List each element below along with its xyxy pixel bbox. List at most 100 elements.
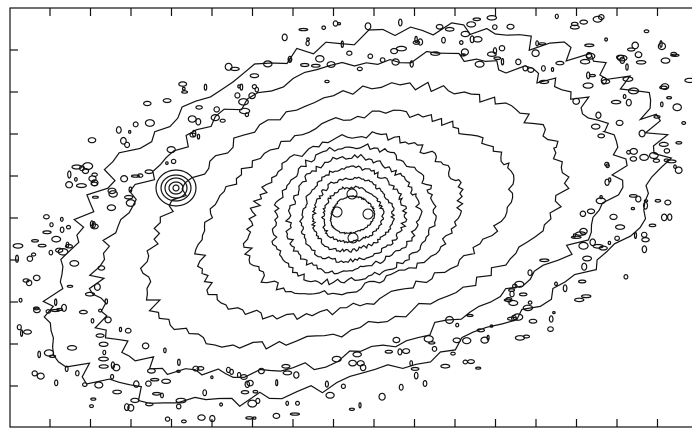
blob xyxy=(98,356,109,362)
blob xyxy=(298,27,309,32)
blob xyxy=(659,40,663,48)
blob xyxy=(324,79,330,84)
blob xyxy=(675,141,683,145)
blob xyxy=(579,227,588,235)
blob xyxy=(458,39,464,45)
blob xyxy=(653,114,661,119)
blob xyxy=(660,83,670,91)
blob xyxy=(615,119,624,127)
blob xyxy=(37,350,42,359)
blob xyxy=(527,300,533,305)
contour xyxy=(298,165,408,264)
blob xyxy=(285,400,290,406)
blob xyxy=(281,33,288,42)
blob xyxy=(144,119,155,127)
blob xyxy=(391,58,400,66)
blob xyxy=(130,397,140,404)
blob xyxy=(595,197,607,205)
blob xyxy=(623,273,629,280)
blob xyxy=(535,40,539,47)
blob xyxy=(82,382,88,388)
blob xyxy=(300,62,310,68)
blob xyxy=(203,83,208,91)
blob xyxy=(248,92,256,100)
blob xyxy=(467,359,476,365)
blob xyxy=(592,243,604,249)
blob xyxy=(67,170,72,179)
blob xyxy=(538,79,550,85)
blob xyxy=(59,226,65,234)
blob xyxy=(210,375,214,380)
blob xyxy=(548,315,554,323)
blob xyxy=(145,380,152,387)
blob xyxy=(192,365,200,372)
blob xyxy=(412,40,421,45)
blob xyxy=(123,194,134,200)
blob xyxy=(176,369,181,373)
blob xyxy=(295,400,301,406)
blob xyxy=(31,370,38,377)
blob xyxy=(359,363,367,372)
blob xyxy=(570,21,579,27)
blob xyxy=(65,180,74,189)
blob xyxy=(98,364,109,369)
blob xyxy=(562,284,568,293)
blob xyxy=(579,210,587,218)
blob xyxy=(607,240,612,246)
blob xyxy=(71,164,82,170)
blob xyxy=(660,213,668,222)
blob xyxy=(674,166,683,175)
blob xyxy=(422,380,428,388)
blob xyxy=(164,416,171,422)
blob xyxy=(348,407,355,411)
blob xyxy=(633,231,638,240)
blob xyxy=(32,274,41,282)
blob xyxy=(81,167,90,175)
blob xyxy=(462,359,469,365)
blob xyxy=(97,308,103,313)
blob xyxy=(460,30,471,38)
blob xyxy=(555,60,565,66)
blob xyxy=(84,291,96,297)
blob xyxy=(410,366,420,371)
blob xyxy=(384,349,393,354)
blob xyxy=(500,57,505,66)
blob xyxy=(42,230,52,235)
blob xyxy=(175,397,187,404)
blob xyxy=(635,195,642,203)
blob xyxy=(635,59,647,65)
contour xyxy=(164,177,188,199)
blob xyxy=(423,335,434,343)
blob xyxy=(578,279,587,284)
blob xyxy=(64,365,69,373)
blob xyxy=(162,98,172,104)
blob xyxy=(592,15,603,23)
blob xyxy=(578,241,589,250)
blob xyxy=(136,173,144,178)
frame-ticks xyxy=(10,8,659,427)
blob xyxy=(128,186,133,193)
blob xyxy=(550,66,555,72)
blob xyxy=(659,101,664,108)
blob xyxy=(643,199,649,203)
blob xyxy=(23,329,33,335)
blob xyxy=(595,111,602,119)
blob xyxy=(57,248,69,256)
blob xyxy=(219,118,226,123)
blob xyxy=(90,179,99,187)
blob xyxy=(643,29,650,34)
blob xyxy=(472,17,482,22)
blob xyxy=(397,348,403,356)
blob xyxy=(293,371,300,379)
blob xyxy=(476,328,486,333)
blob xyxy=(195,105,203,110)
blob xyxy=(681,120,687,125)
blob xyxy=(508,288,516,293)
blob xyxy=(178,81,188,87)
blob xyxy=(18,297,23,303)
blob xyxy=(115,126,122,134)
blob xyxy=(527,66,535,73)
blob xyxy=(60,303,67,312)
blob xyxy=(638,129,646,138)
blob xyxy=(440,363,451,369)
